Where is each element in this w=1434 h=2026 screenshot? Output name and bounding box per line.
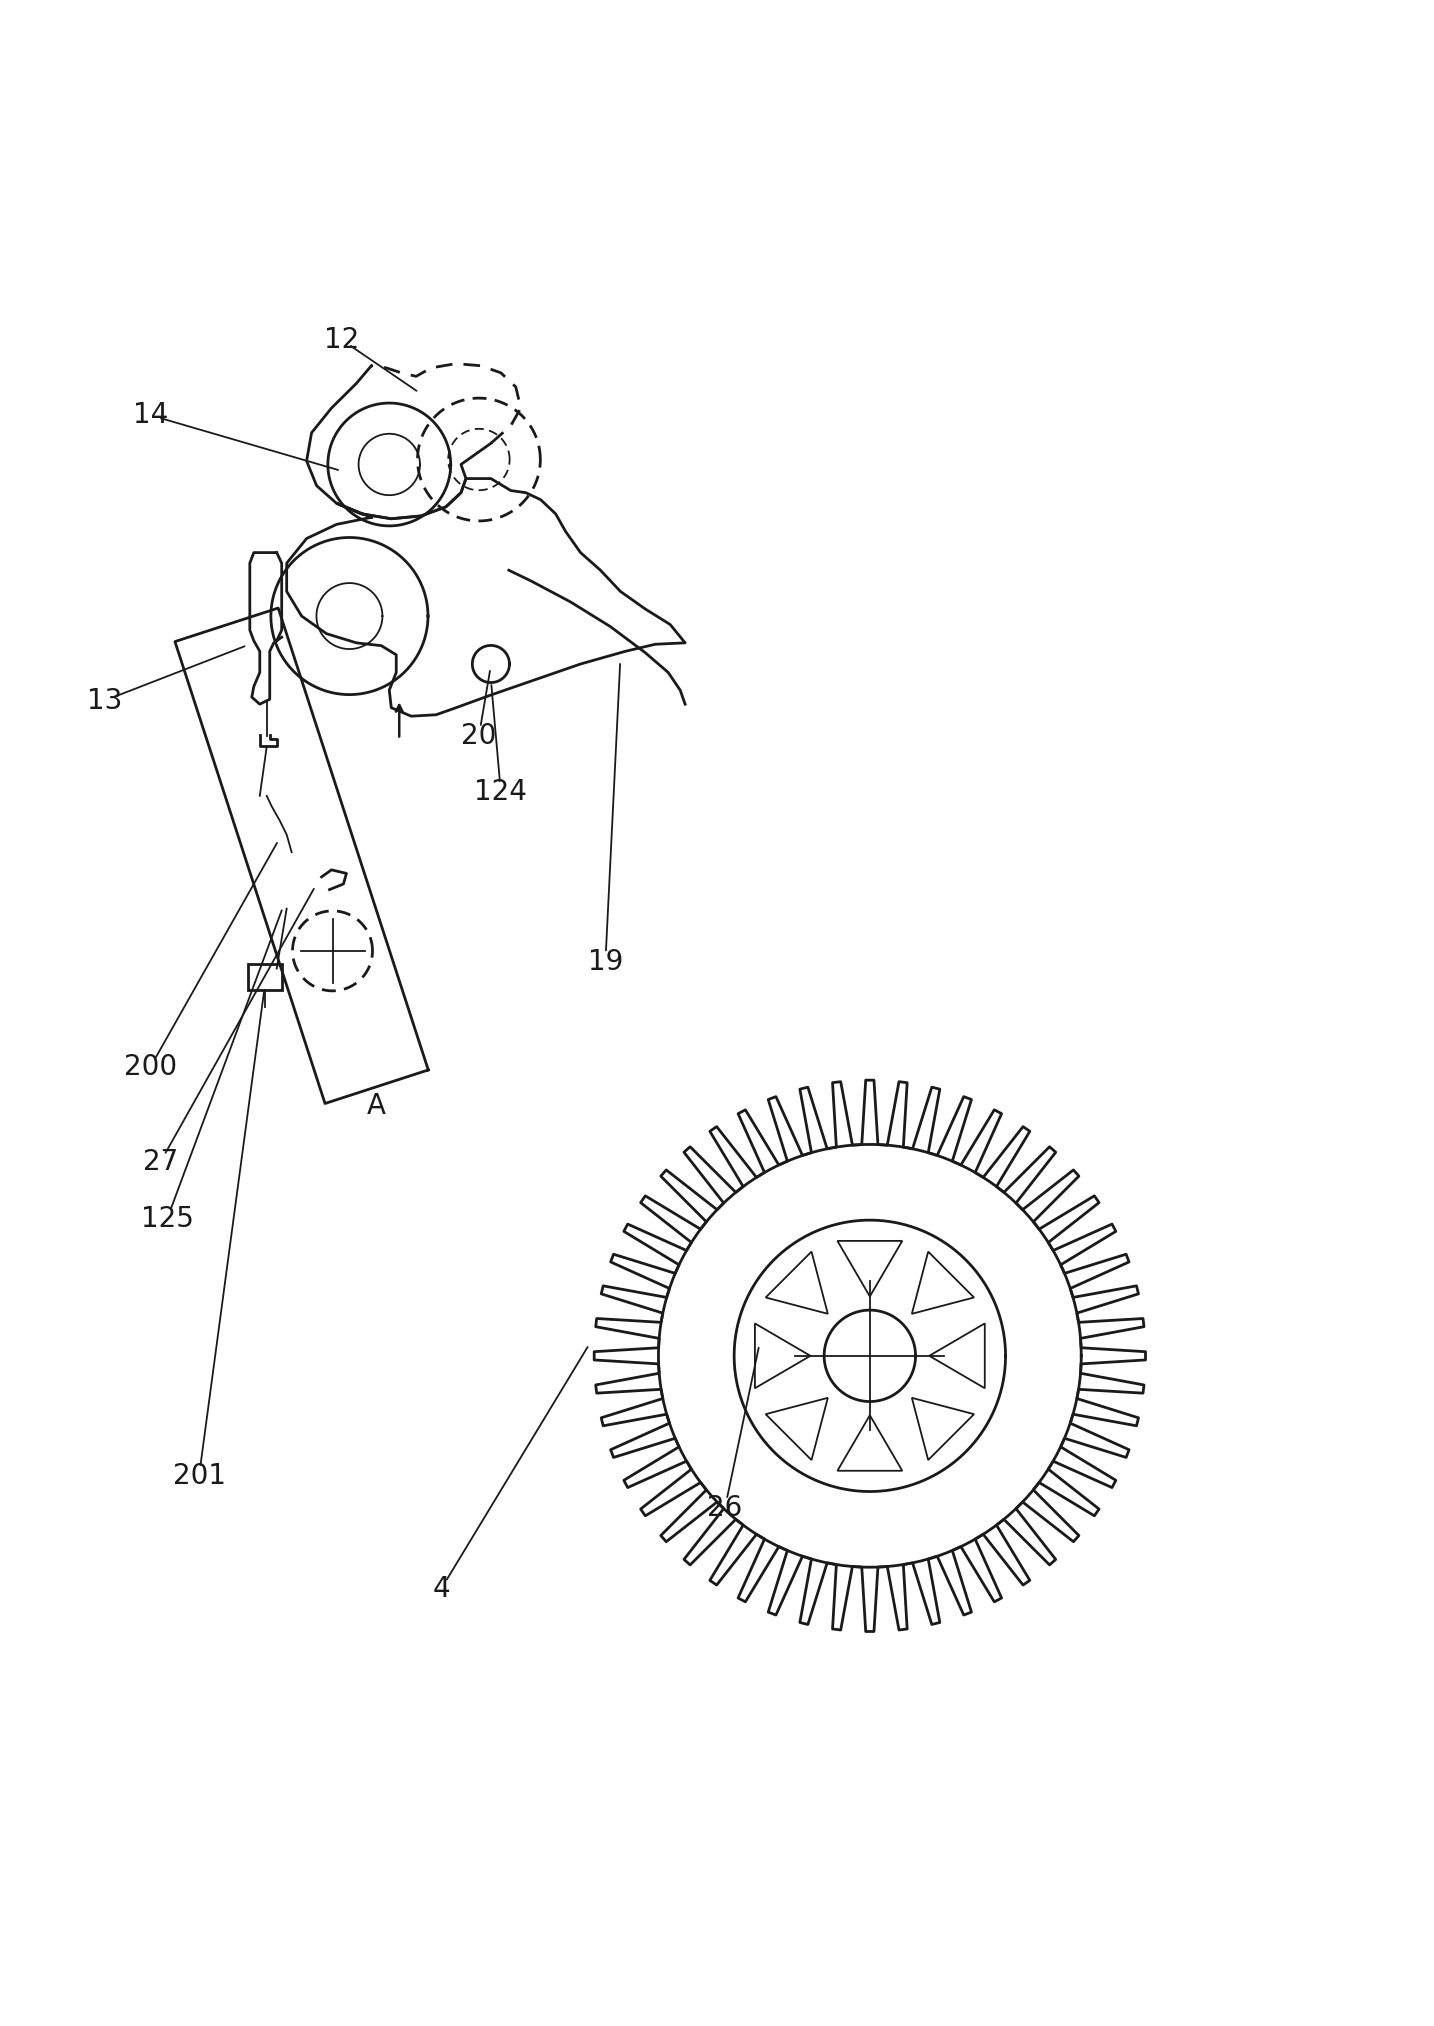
Text: 13: 13 <box>86 687 122 715</box>
Text: 124: 124 <box>475 778 528 806</box>
Text: 14: 14 <box>132 401 168 430</box>
Text: 20: 20 <box>462 721 496 750</box>
Text: 19: 19 <box>588 948 624 977</box>
Text: 125: 125 <box>141 1205 194 1234</box>
Text: 12: 12 <box>324 326 358 355</box>
Text: 26: 26 <box>707 1493 743 1522</box>
Text: 200: 200 <box>123 1054 176 1082</box>
Bar <box>248 964 282 991</box>
Text: 4: 4 <box>432 1574 450 1603</box>
Text: A: A <box>367 1092 386 1120</box>
Text: 201: 201 <box>172 1463 225 1491</box>
Text: 27: 27 <box>142 1149 178 1177</box>
